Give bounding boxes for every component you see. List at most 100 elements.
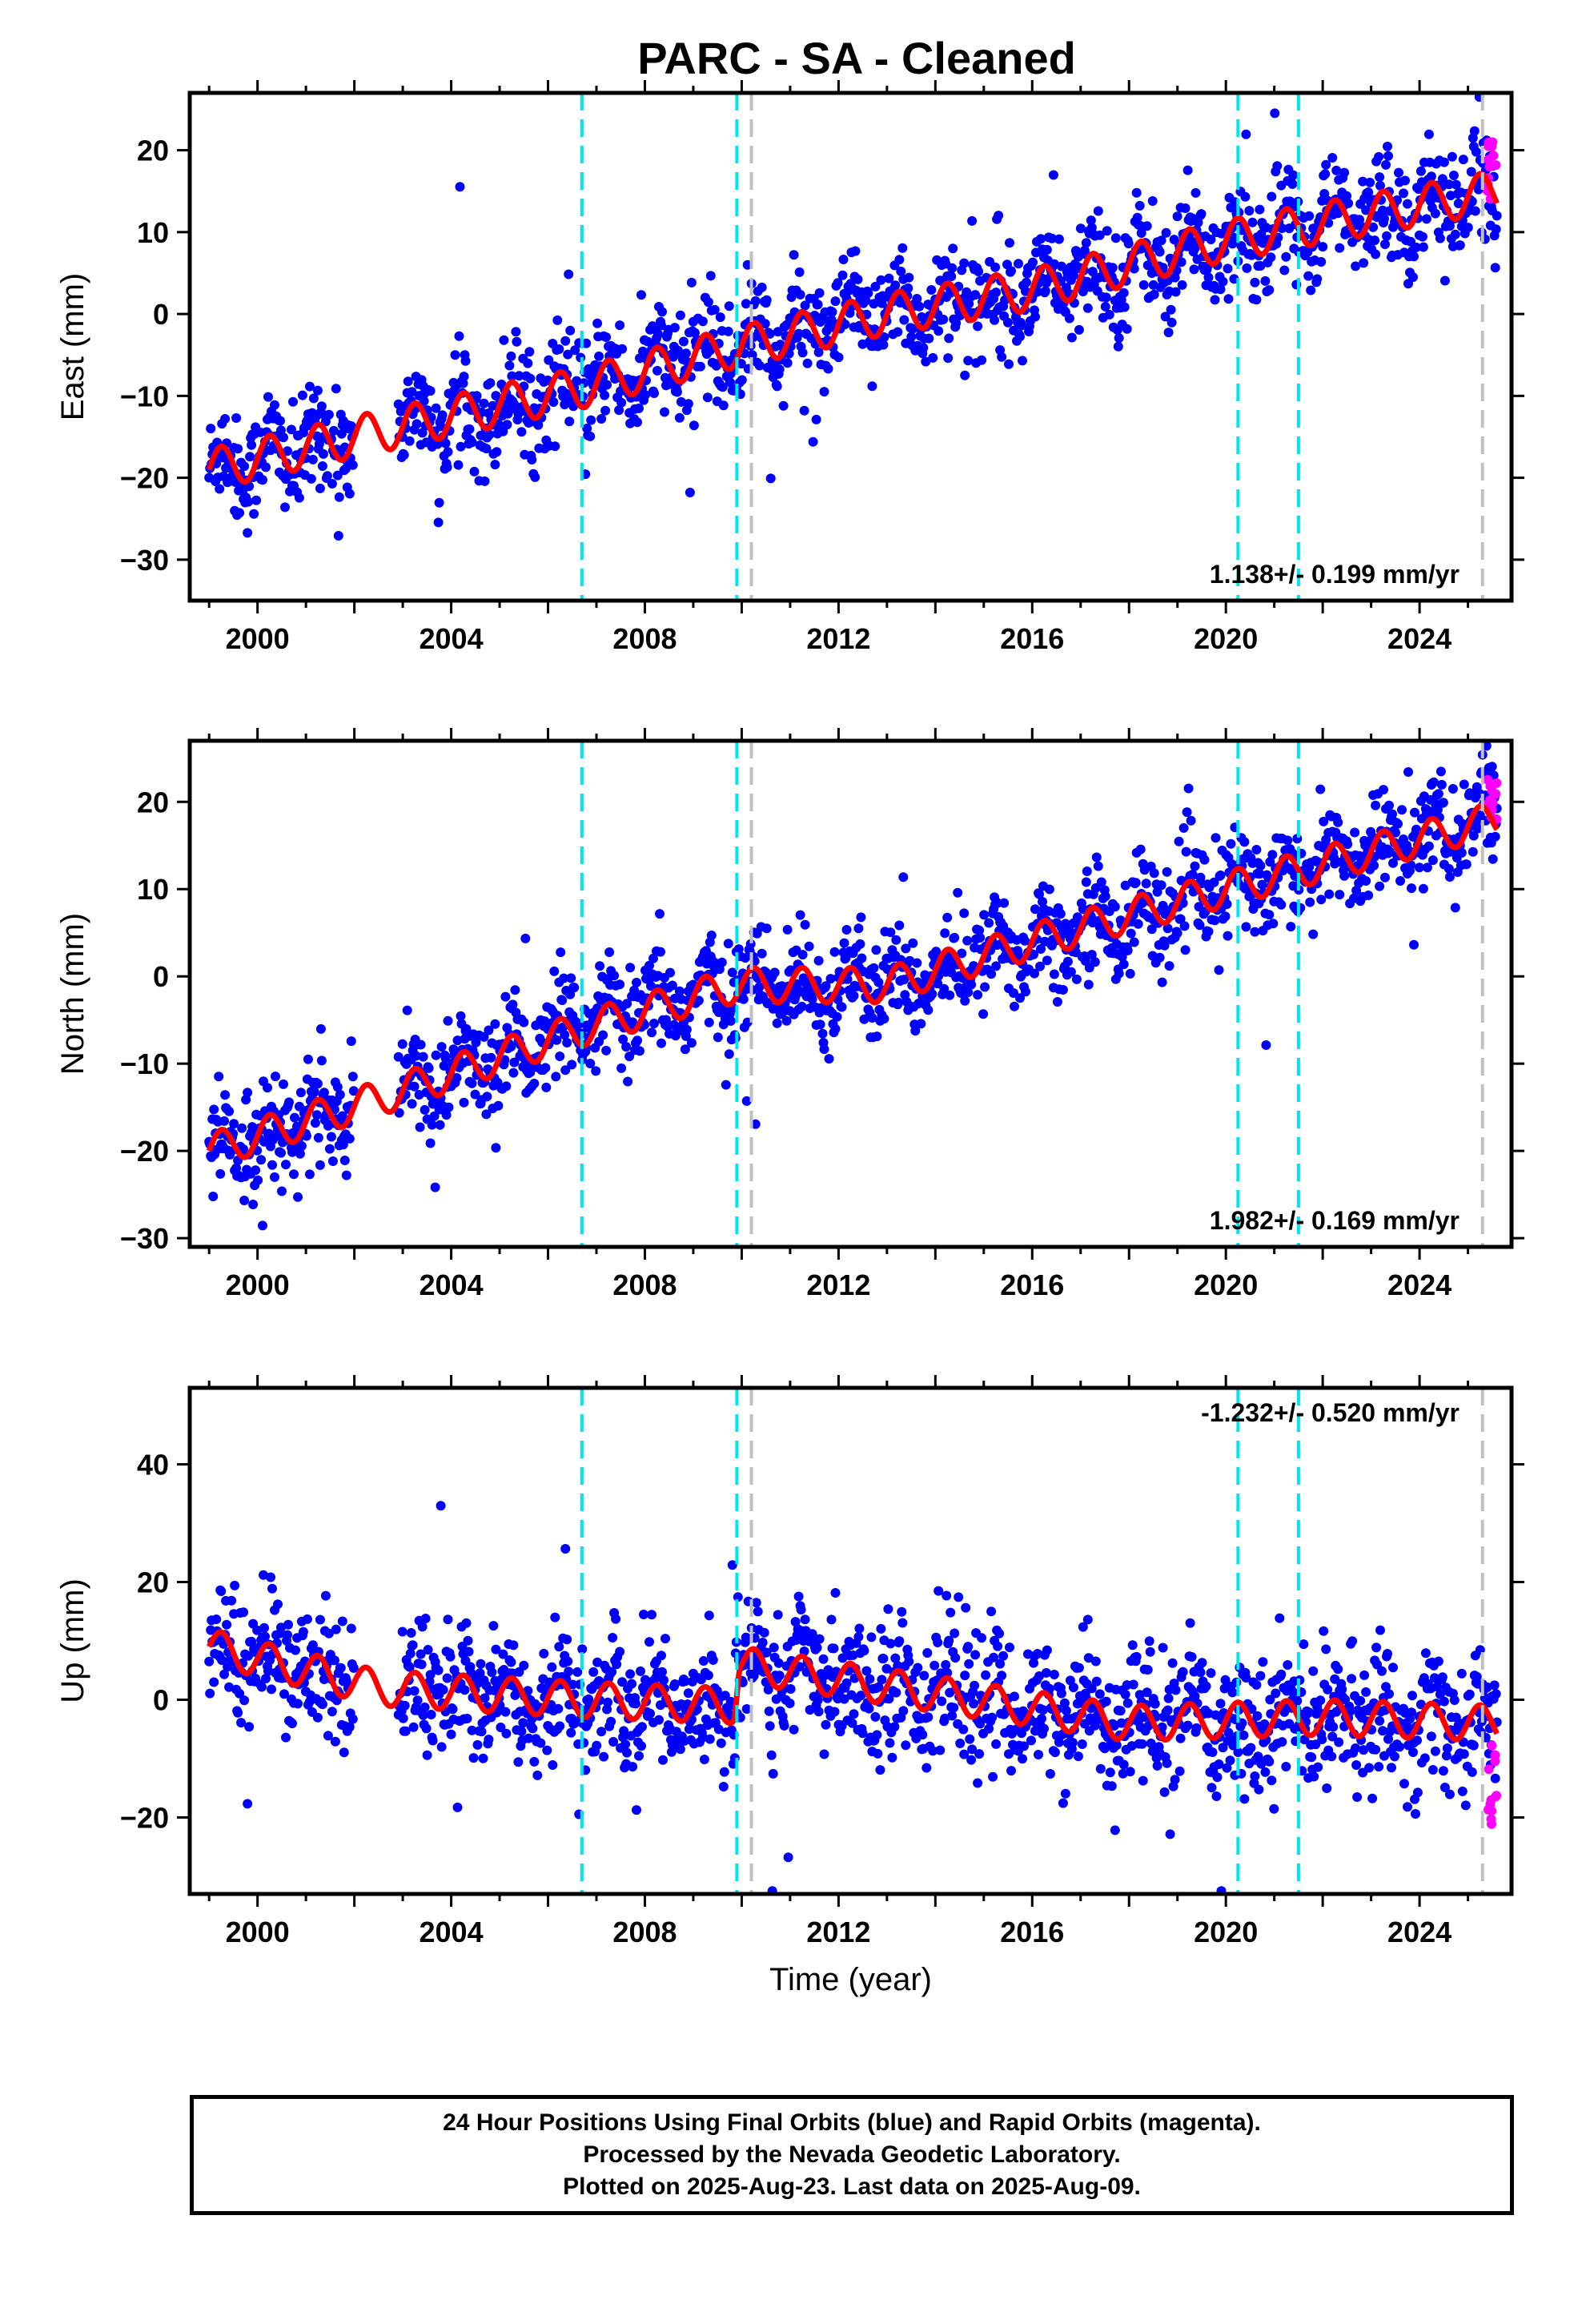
data-point	[1255, 1671, 1266, 1681]
data-point	[797, 348, 808, 358]
data-point	[1321, 1644, 1331, 1655]
data-point	[1211, 833, 1221, 843]
data-point	[1488, 854, 1498, 864]
data-point	[991, 961, 1002, 971]
data-point	[470, 1089, 480, 1100]
data-point	[1056, 1688, 1066, 1699]
data-point	[1050, 1747, 1060, 1758]
data-point	[1408, 1747, 1418, 1757]
data-point	[1206, 235, 1216, 244]
y-tick-label: −20	[120, 462, 169, 495]
data-point	[548, 397, 559, 407]
data-point	[1456, 847, 1467, 858]
data-point	[1040, 286, 1050, 296]
data-point	[660, 407, 669, 417]
data-point	[1458, 155, 1468, 165]
data-point	[471, 1037, 481, 1047]
data-point	[933, 979, 943, 989]
data-point	[417, 1622, 428, 1632]
data-point	[981, 1670, 991, 1680]
data-point	[1347, 1674, 1357, 1684]
data-point	[640, 390, 650, 400]
data-point	[850, 246, 861, 256]
data-point	[484, 1025, 494, 1035]
data-point	[1426, 171, 1436, 182]
data-point	[502, 420, 512, 430]
data-point	[304, 381, 315, 392]
data-point	[1005, 1642, 1014, 1653]
data-point	[632, 1805, 641, 1815]
data-point	[436, 1742, 447, 1752]
y-tick-label: −10	[120, 1047, 169, 1080]
data-point	[508, 999, 518, 1010]
data-point	[1162, 866, 1172, 877]
data-point	[216, 1586, 227, 1596]
data-point	[247, 440, 257, 450]
data-point	[1101, 1696, 1111, 1707]
data-point	[685, 488, 695, 497]
data-point	[894, 255, 905, 265]
data-point	[783, 1852, 793, 1863]
data-point	[955, 1739, 966, 1748]
data-point	[1450, 903, 1460, 913]
data-point	[239, 461, 250, 472]
data-point	[1074, 1663, 1084, 1673]
data-point	[1017, 320, 1026, 331]
data-point	[1368, 222, 1379, 232]
data-point	[1382, 231, 1391, 241]
data-point	[741, 1096, 752, 1106]
data-point	[1315, 784, 1326, 794]
data-point	[463, 1635, 473, 1646]
data-point	[326, 1132, 336, 1142]
data-point	[857, 339, 868, 349]
data-point	[1415, 166, 1426, 176]
data-point	[1453, 199, 1464, 208]
data-point	[656, 1651, 666, 1661]
data-point	[231, 1163, 242, 1173]
data-point	[1308, 929, 1319, 939]
data-point	[333, 531, 343, 541]
data-point	[946, 1607, 956, 1618]
data-point	[219, 1116, 230, 1126]
x-tick-label: 2020	[1194, 1916, 1258, 1948]
data-point	[800, 919, 810, 930]
data-point	[1463, 223, 1473, 233]
data-point	[460, 1685, 470, 1695]
data-point	[564, 1667, 574, 1677]
data-point	[301, 1131, 311, 1141]
data-point	[1364, 1763, 1375, 1773]
data-point	[1250, 927, 1260, 937]
data-point	[1018, 1754, 1027, 1764]
data-point	[717, 957, 727, 967]
data-point	[718, 1782, 729, 1791]
data-point	[348, 1086, 359, 1096]
data-point	[1100, 301, 1110, 312]
data-point	[1399, 188, 1408, 199]
data-point	[346, 1036, 356, 1047]
data-point	[1266, 252, 1276, 263]
data-point	[1307, 1752, 1317, 1763]
data-point	[430, 1182, 440, 1192]
data-point	[1104, 309, 1114, 320]
data-point	[761, 295, 772, 305]
data-point	[1361, 205, 1371, 215]
data-point	[1246, 1743, 1256, 1753]
data-point	[793, 1591, 804, 1602]
data-point	[1303, 271, 1314, 281]
data-point	[1174, 1766, 1185, 1776]
data-point	[1417, 231, 1427, 242]
data-point	[1251, 845, 1262, 854]
data-point	[316, 1055, 327, 1066]
data-point	[1189, 264, 1199, 275]
data-point	[940, 928, 950, 939]
data-point	[569, 983, 580, 993]
data-point	[1210, 295, 1220, 305]
data-point	[556, 947, 566, 958]
data-point	[599, 1751, 609, 1762]
data-point	[1039, 1723, 1049, 1734]
data-point	[764, 1706, 774, 1716]
data-point	[462, 1714, 472, 1723]
data-point	[1361, 876, 1371, 886]
data-point	[563, 349, 573, 360]
data-point	[560, 1544, 571, 1554]
